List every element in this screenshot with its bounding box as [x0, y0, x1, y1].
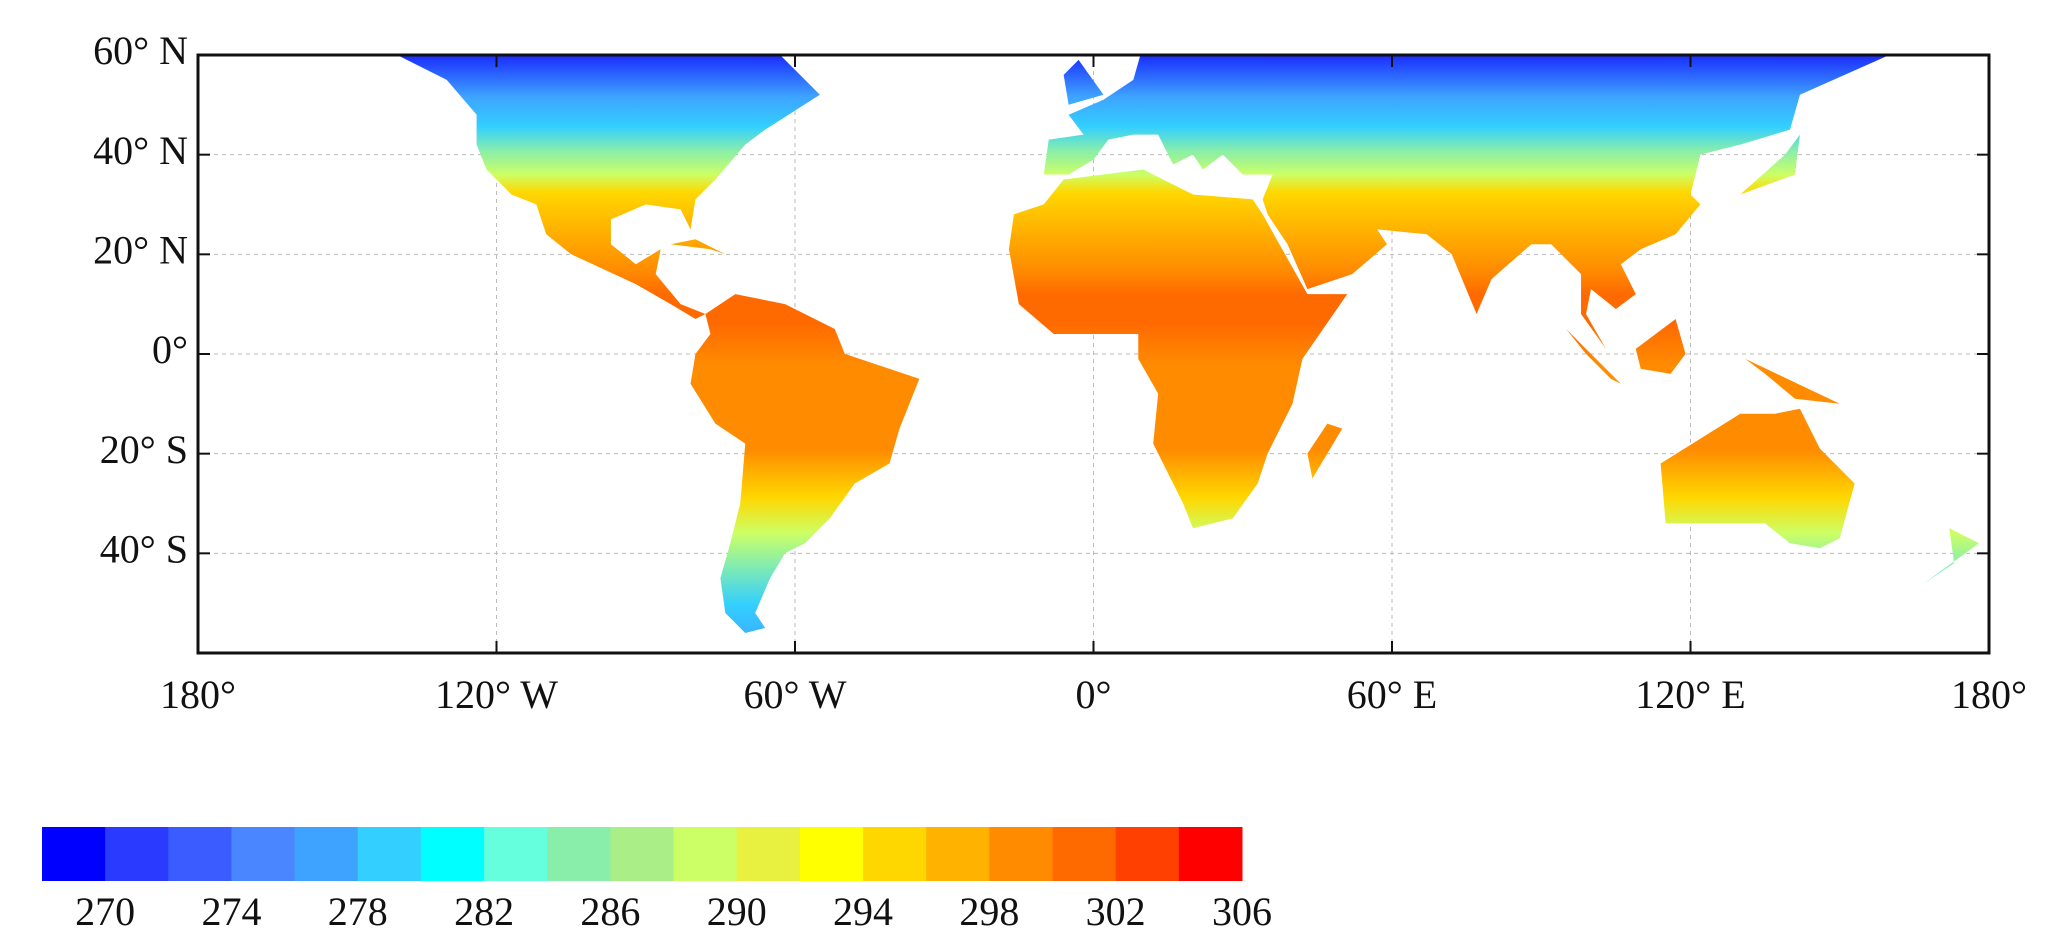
colorbar-swatch [105, 827, 169, 881]
land-layer [397, 55, 1980, 633]
sumatra [1566, 328, 1621, 384]
colorbar-swatch [231, 827, 296, 881]
colorbar-swatch [1052, 827, 1117, 881]
y-tick-label: 60° N [93, 28, 188, 73]
x-tick-label: 0° [1076, 672, 1112, 717]
colorbar-swatch [610, 827, 675, 881]
colorbar-tick-label: 294 [833, 889, 893, 934]
new-zealand [1924, 528, 1980, 584]
y-tick-label: 40° S [100, 527, 188, 572]
australia [1660, 408, 1855, 549]
colorbar-swatch [42, 827, 106, 881]
x-tick-label: 60° W [743, 672, 846, 717]
continents [397, 55, 1980, 633]
colorbar-swatch [736, 827, 801, 881]
borneo [1635, 319, 1686, 374]
colorbar-swatch [673, 827, 738, 881]
colorbar-tick-label: 298 [959, 889, 1019, 934]
x-tick-label: 120° W [435, 672, 558, 717]
x-tick-label: 60° E [1347, 672, 1437, 717]
colorbar-tick-label: 278 [328, 889, 388, 934]
colorbar-swatch [547, 827, 611, 881]
africa [1008, 169, 1348, 529]
y-tick-label: 20° S [100, 427, 188, 472]
y-tick-label: 40° N [93, 128, 188, 173]
cuba [670, 239, 726, 255]
colorbar-tick-label: 302 [1086, 889, 1146, 934]
colorbar-tick-label: 290 [707, 889, 767, 934]
britain [1063, 59, 1104, 105]
colorbar-swatch [926, 827, 990, 881]
colorbar-swatch [863, 827, 927, 881]
x-tick-label: 180° [160, 672, 236, 717]
colorbar: 270 274 278 282 286 290 294 298 302 306 [42, 827, 1272, 934]
japan [1740, 134, 1800, 195]
x-tick-label: 120° E [1635, 672, 1745, 717]
colorbar-swatch [357, 827, 422, 881]
madagascar [1307, 423, 1343, 479]
colorbar-swatch [168, 827, 232, 881]
colorbar-tick-label: 274 [201, 889, 261, 934]
y-tick-label: 20° N [93, 228, 188, 273]
y-tick-label: 0° [152, 327, 188, 372]
north-america [397, 55, 820, 320]
colorbar-swatch [420, 827, 485, 881]
new-guinea [1745, 358, 1840, 404]
colorbar-swatch [294, 827, 359, 881]
colorbar-swatch [799, 827, 864, 881]
south-america [690, 294, 920, 633]
axes-layer: 180° 120° W 60° W 0° 60° E 120° E 180° 60° N 40°… [93, 28, 2027, 717]
colorbar-swatch [1115, 827, 1180, 881]
colorbar-tick-label: 270 [75, 889, 135, 934]
eurasia [1043, 55, 1890, 349]
colorbar-tick-label: 306 [1212, 889, 1272, 934]
colorbar-swatch [989, 827, 1054, 881]
colorbar-swatch [1178, 827, 1243, 881]
colorbar-swatch [484, 827, 548, 881]
colorbar-tick-label: 286 [580, 889, 640, 934]
x-tick-label: 180° [1951, 672, 2027, 717]
colorbar-tick-label: 282 [454, 889, 514, 934]
